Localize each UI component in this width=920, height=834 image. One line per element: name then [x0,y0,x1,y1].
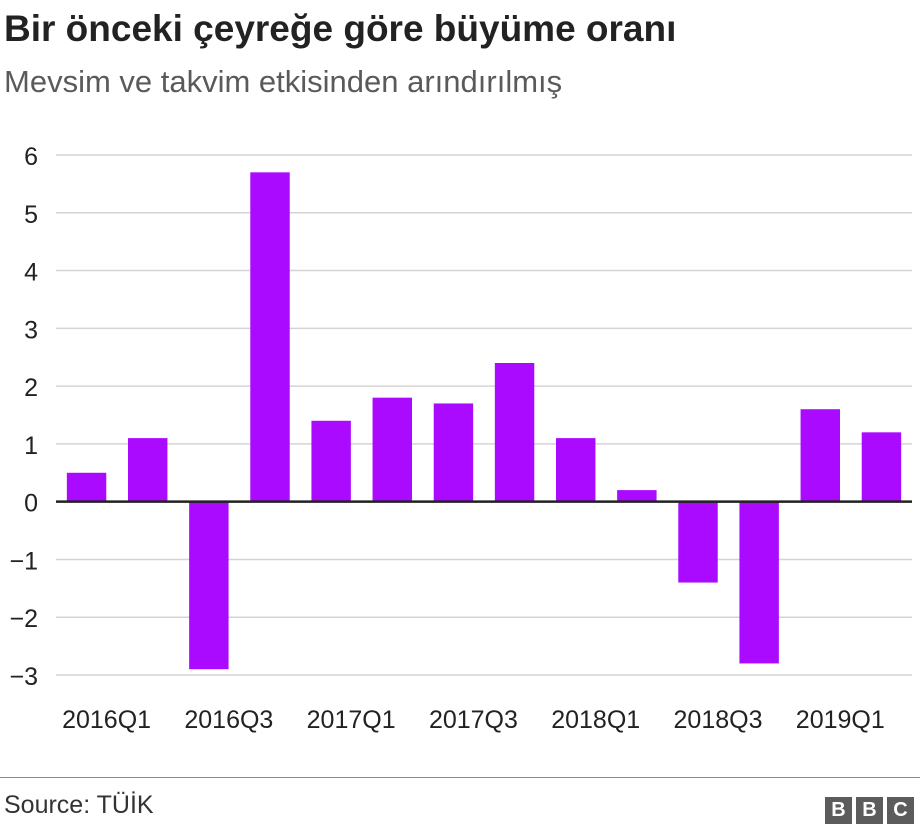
y-tick-label: 0 [24,490,38,518]
bar-2018Q2 [617,490,657,502]
bbc-logo-letter: B [825,797,852,824]
chart-subtitle: Mevsim ve takvim etkisinden arındırılmış [4,64,563,99]
x-tick-label: 2018Q3 [674,706,763,734]
y-tick-label: 1 [24,432,38,460]
x-axis-tick-labels: 2016Q1 2016Q3 2017Q1 2017Q3 2018Q1 2018Q3 2019… [62,706,885,734]
bar-2017Q3 [433,403,474,502]
y-tick-label: −3 [9,663,38,691]
bars [66,172,902,670]
y-tick-label: 4 [24,259,38,287]
bar-2019Q2 [861,432,902,502]
x-tick-label: 2018Q1 [551,706,640,734]
y-tick-label: −2 [9,605,38,633]
x-tick-label: 2016Q1 [62,706,151,734]
y-axis-tick-labels: −3 −2 −1 0 1 2 3 4 5 6 [9,143,38,691]
bbc-logo-letter: C [887,797,914,824]
bbc-logo-letter: B [856,797,883,824]
bbc-logo: B B C [825,797,914,824]
footer-divider [0,777,920,778]
bar-2016Q2 [127,438,168,502]
bar-2019Q1 [800,409,841,502]
bar-2016Q1 [66,472,107,502]
x-tick-label: 2019Q1 [796,706,885,734]
bar-2018Q4 [739,501,779,664]
bar-2018Q3 [678,501,718,583]
y-tick-label: −1 [9,547,38,575]
y-tick-label: 3 [24,316,38,344]
bar-2017Q2 [372,397,413,502]
gridlines [56,154,912,676]
bar-2018Q1 [555,438,596,502]
bar-2017Q4 [494,363,535,502]
bar-2017Q1 [311,420,351,502]
y-tick-label: 2 [24,374,38,402]
source-note: Source: TÜİK [4,791,154,819]
x-tick-label: 2017Q1 [307,706,396,734]
y-tick-label: 6 [24,143,38,171]
chart-title: Bir önceki çeyreğe göre büyüme oranı [4,8,677,49]
x-tick-label: 2016Q3 [184,706,273,734]
bar-2016Q3 [189,501,229,670]
bar-2016Q4 [250,172,290,502]
y-tick-label: 5 [24,201,38,229]
x-tick-label: 2017Q3 [429,706,518,734]
